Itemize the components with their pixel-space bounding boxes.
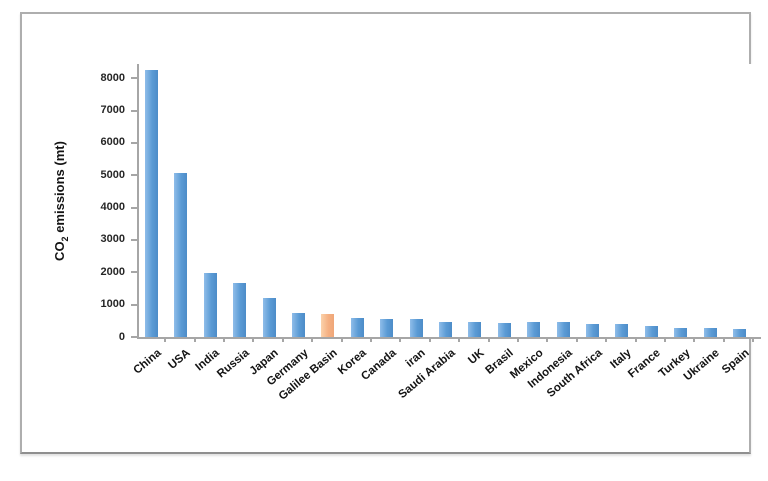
bar [556,322,570,337]
y-axis-title-text: CO2 emissions (mt) [52,140,70,261]
y-tick-label: 4000 [100,201,125,214]
y-tick-label: 8000 [100,71,125,84]
y-tick-label: 7000 [100,104,125,117]
y-tick-label: 1000 [100,298,125,311]
x-tick-label: China [131,347,164,377]
x-tick-mark [193,337,196,342]
bar [262,297,276,337]
bar [644,325,658,337]
x-tick-label: Russia [214,347,252,381]
x-tick-mark [223,337,225,342]
y-tick-mark [131,141,137,144]
chart-frame: CO2 emissions (mt) 0 1000 2000 3000 4000 5000… [20,12,761,454]
bar [380,319,394,337]
bar [615,323,629,337]
x-tick-mark [399,337,402,342]
x-tick-label: France [626,347,664,381]
y-tick-mark [131,238,137,241]
x-tick-mark [252,337,255,342]
x-tick-mark [370,337,372,342]
y-tick-mark [131,174,137,177]
bar [497,322,511,337]
x-tick-mark [164,337,167,342]
y-tick-mark [131,271,137,274]
bar [350,317,364,337]
x-tick-mark [281,337,284,342]
y-tick-label: 2000 [100,265,125,278]
bar [674,327,688,337]
y-tick-label: 5000 [100,168,125,181]
y-tick-label: 0 [118,330,125,343]
x-tick-mark [575,337,578,342]
bar [292,312,305,337]
x-tick-mark [428,337,431,342]
y-tick-mark [131,206,137,209]
bar [439,321,452,337]
x-tick-mark [458,337,461,342]
x-tick-mark [311,337,314,342]
x-tick-mark [722,337,725,342]
x-tick-mark [546,337,549,342]
y-tick-mark [131,303,137,306]
x-tick-mark [634,337,637,342]
bar [145,70,158,337]
x-tick-mark [517,337,519,342]
x-tick-mark [693,337,696,342]
bar [733,329,746,337]
y-tick-mark [131,336,137,338]
bar [468,322,482,337]
bar [233,283,247,337]
x-tick-mark [340,337,343,342]
x-tick-mark [605,337,608,342]
y-tick-label: 6000 [100,136,125,149]
bar [586,324,599,337]
plot-area [137,64,761,339]
x-tick-label: UK [466,347,487,367]
bar [409,319,423,337]
bar-highlight [321,314,335,337]
y-tick-mark [131,77,137,80]
x-tick-label: USA [166,347,193,372]
bar [203,273,217,337]
bar [527,322,541,337]
bar [703,327,717,337]
x-tick-mark [487,337,490,342]
y-axis-title: CO2 emissions (mt) [50,64,72,337]
x-tick-mark [752,337,755,342]
x-tick-mark [664,337,666,342]
x-tick-label: iran [403,347,428,370]
x-tick-label: Spain [719,347,752,377]
y-tick-label: 3000 [100,233,125,246]
bar [174,172,188,337]
y-tick-mark [131,109,137,112]
